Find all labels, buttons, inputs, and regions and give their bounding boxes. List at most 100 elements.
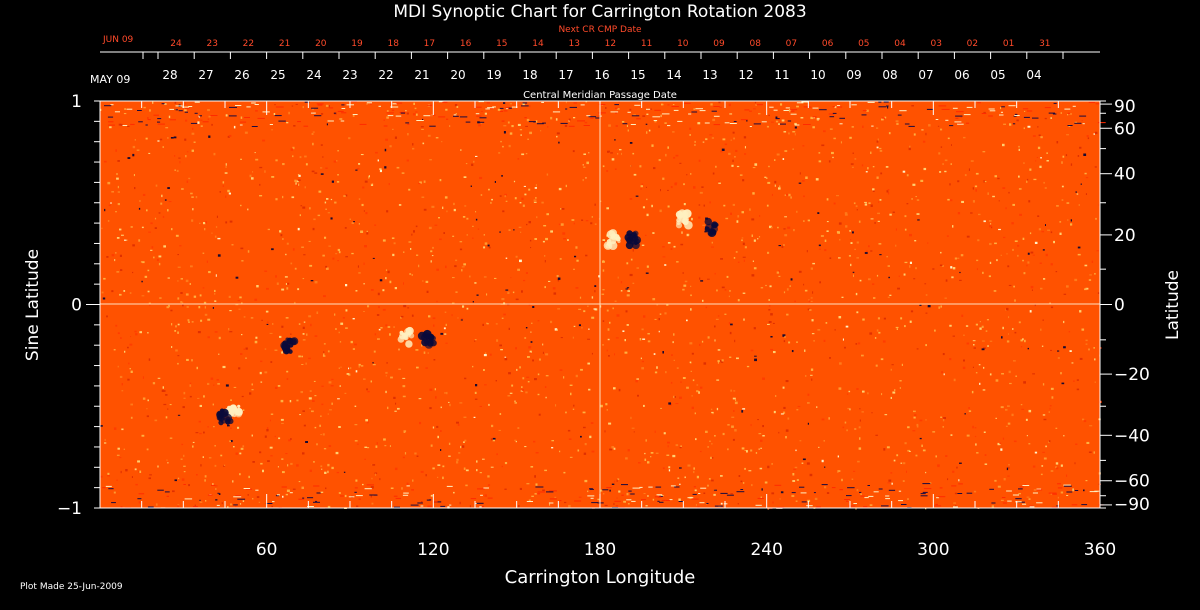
field-speckle	[358, 365, 360, 368]
field-speckle	[932, 268, 935, 270]
field-speckle	[368, 175, 370, 178]
field-speckle	[721, 359, 724, 362]
field-speckle	[870, 151, 872, 154]
field-speckle	[952, 335, 955, 337]
field-speckle	[709, 134, 713, 136]
field-speckle	[181, 301, 184, 304]
polar-noise	[1000, 111, 1003, 113]
field-speckle	[754, 358, 757, 362]
field-speckle	[978, 213, 981, 216]
field-speckle	[169, 404, 172, 406]
field-speckle	[282, 495, 284, 498]
field-speckle	[184, 138, 187, 141]
field-speckle	[791, 350, 794, 353]
field-speckle	[199, 404, 202, 407]
field-speckle	[461, 318, 464, 320]
field-speckle	[480, 194, 483, 196]
field-speckle	[496, 453, 498, 456]
field-speckle	[406, 159, 409, 162]
field-speckle	[366, 388, 368, 391]
field-speckle	[989, 242, 992, 246]
field-speckle	[1060, 372, 1062, 375]
field-speckle	[129, 368, 131, 370]
field-speckle	[723, 204, 726, 207]
polar-noise	[254, 104, 259, 105]
field-speckle	[652, 498, 655, 501]
field-speckle	[437, 476, 439, 478]
field-speckle	[759, 215, 761, 217]
polar-noise	[923, 488, 932, 490]
field-speckle	[648, 129, 651, 132]
field-speckle	[841, 296, 844, 298]
field-speckle	[162, 146, 164, 148]
field-speckle	[292, 488, 296, 490]
field-speckle	[1063, 293, 1067, 295]
active-region-positive	[226, 405, 234, 413]
field-speckle	[407, 307, 410, 309]
field-speckle	[829, 128, 833, 130]
field-speckle	[1026, 178, 1029, 181]
field-speckle	[786, 288, 789, 291]
field-speckle	[608, 124, 611, 127]
field-speckle	[1066, 202, 1070, 204]
field-speckle	[859, 279, 862, 282]
field-speckle	[1099, 347, 1102, 349]
field-speckle	[938, 306, 941, 309]
field-speckle	[1087, 137, 1090, 140]
field-speckle	[158, 255, 162, 258]
field-speckle	[1085, 177, 1089, 179]
field-speckle	[361, 203, 364, 207]
field-speckle	[1046, 152, 1048, 154]
field-speckle	[1024, 110, 1026, 112]
field-speckle	[784, 335, 786, 339]
field-speckle	[136, 149, 140, 151]
field-speckle	[1026, 496, 1030, 498]
field-speckle	[617, 153, 619, 155]
polar-noise	[926, 108, 934, 110]
field-speckle	[945, 279, 948, 282]
field-speckle	[138, 239, 141, 242]
field-speckle	[537, 393, 540, 396]
field-speckle	[345, 309, 348, 312]
polar-noise	[861, 114, 867, 116]
field-speckle	[145, 137, 148, 140]
field-speckle	[664, 312, 667, 315]
field-speckle	[673, 333, 675, 336]
field-speckle	[796, 479, 799, 481]
field-speckle	[751, 484, 753, 487]
field-speckle	[202, 252, 205, 254]
next-cr-date: 04	[894, 39, 906, 49]
field-speckle	[274, 104, 276, 106]
polar-noise	[634, 104, 641, 106]
field-speckle	[823, 339, 826, 342]
field-speckle	[1094, 381, 1096, 383]
field-speckle	[289, 400, 292, 403]
field-speckle	[494, 181, 496, 183]
field-speckle	[887, 482, 891, 484]
field-speckle	[298, 481, 301, 483]
field-speckle	[290, 333, 292, 335]
field-speckle	[324, 201, 327, 204]
field-speckle	[127, 126, 130, 127]
field-speckle	[727, 448, 729, 451]
field-speckle	[646, 265, 649, 268]
polar-noise	[954, 121, 962, 123]
cmp-date: 23	[342, 68, 357, 82]
field-speckle	[604, 504, 608, 507]
field-speckle	[767, 465, 770, 469]
field-speckle	[1074, 278, 1078, 282]
field-speckle	[416, 254, 419, 256]
field-speckle	[811, 319, 814, 322]
field-speckle	[1041, 230, 1045, 233]
field-speckle	[270, 455, 273, 457]
polar-noise	[598, 104, 606, 105]
field-speckle	[610, 152, 613, 154]
polar-noise	[175, 109, 178, 111]
field-speckle	[207, 318, 211, 321]
field-speckle	[333, 160, 337, 163]
polar-noise	[120, 506, 123, 508]
field-speckle	[473, 416, 476, 418]
field-speckle	[1085, 339, 1088, 342]
field-speckle	[902, 170, 906, 173]
field-speckle	[662, 177, 665, 180]
